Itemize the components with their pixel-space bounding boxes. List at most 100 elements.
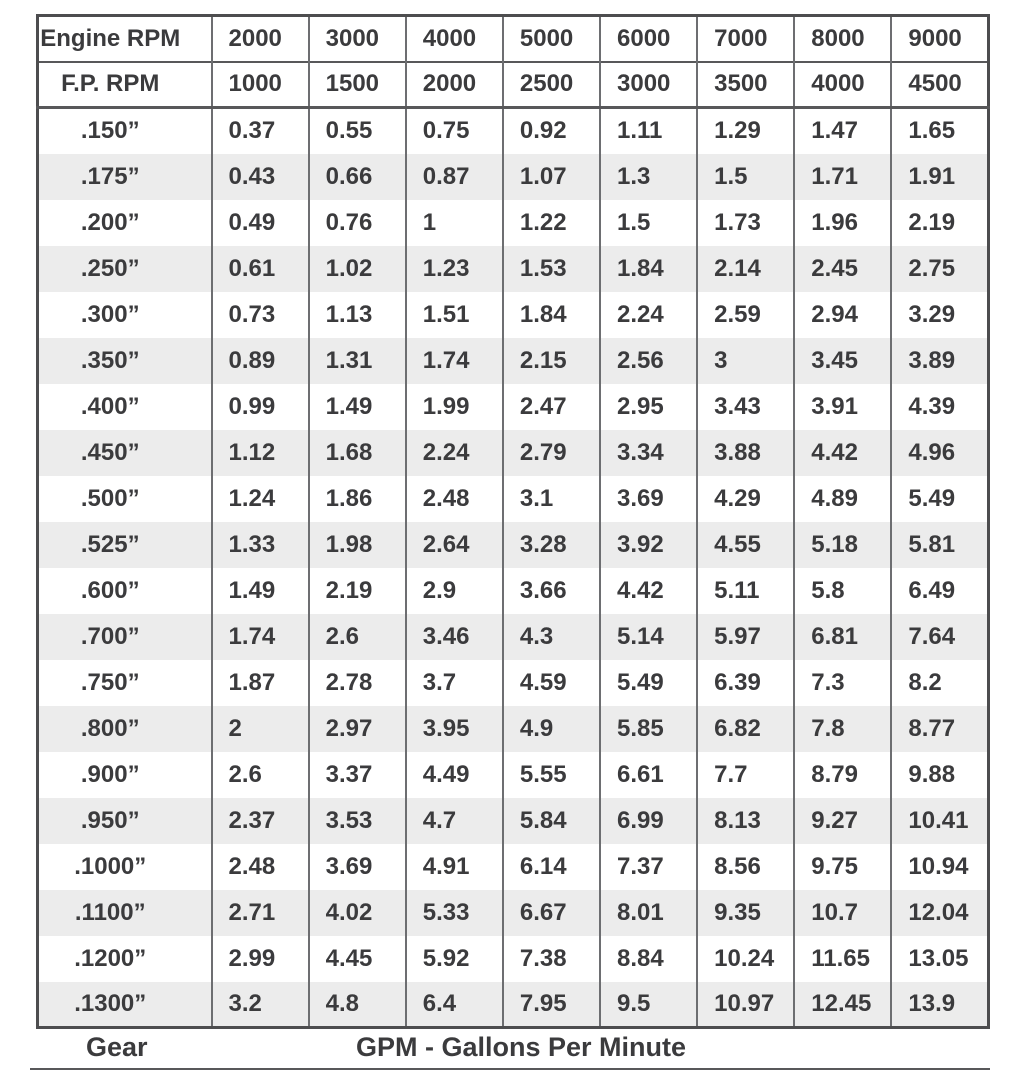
gpm-value-cell: 1.86 xyxy=(307,475,406,522)
header-value-cell: 3000 xyxy=(598,61,698,108)
table-row: .200” 0.49 0.76 1 1.22 1.5 1.73 1.96 2.19 xyxy=(37,199,989,246)
table-row: .1000” 2.48 3.69 4.91 6.14 7.37 8.56 9.75 10.94 xyxy=(37,843,989,890)
header-value-cell: 2000 xyxy=(404,61,503,108)
gpm-value-cell: 1.5 xyxy=(598,199,698,246)
gpm-value-cell: 9.88 xyxy=(890,751,989,798)
gpm-value-cell: 4.3 xyxy=(501,613,600,660)
gpm-value-cell: 1.11 xyxy=(598,107,698,154)
gpm-value-cell: 1.98 xyxy=(307,521,406,568)
gpm-value-cell: 5.14 xyxy=(598,613,698,660)
gpm-value-cell: 2.24 xyxy=(404,429,503,476)
gpm-value-cell: 6.4 xyxy=(404,981,503,1028)
gpm-value-cell: 0.37 xyxy=(210,107,309,154)
gpm-value-cell: 3.89 xyxy=(890,337,989,384)
header-value-cell: 4500 xyxy=(890,61,989,108)
gpm-value-cell: 1.87 xyxy=(210,659,309,706)
gpm-value-cell: 4.45 xyxy=(307,935,406,982)
header-value-cell: 4000 xyxy=(404,15,503,62)
header-value-cell: 8000 xyxy=(793,15,892,62)
gpm-table: Engine RPM 2000 3000 4000 5000 6000 7000 8000 9… xyxy=(36,14,990,1029)
gpm-value-cell: 1.74 xyxy=(404,337,503,384)
gear-size-cell: .1300” xyxy=(74,989,147,1017)
gpm-value-cell: 1.24 xyxy=(210,475,309,522)
gpm-value-cell: 8.01 xyxy=(598,889,698,936)
gpm-value-cell: 6.14 xyxy=(501,843,600,890)
gpm-value-cell: 1.91 xyxy=(890,153,989,200)
gpm-value-cell: 2.48 xyxy=(404,475,503,522)
gear-size-cell: .500” xyxy=(80,484,140,512)
gpm-value-cell: 3.43 xyxy=(696,383,795,430)
gpm-value-cell: 0.76 xyxy=(307,199,406,246)
gpm-value-cell: 2.37 xyxy=(210,797,309,844)
gpm-value-cell: 0.75 xyxy=(404,107,503,154)
table-row: .700” 1.74 2.6 3.46 4.3 5.14 5.97 6.81 7.64 xyxy=(37,613,989,660)
gpm-value-cell: 12.45 xyxy=(793,981,892,1028)
gear-size-cell: .600” xyxy=(80,576,140,604)
gpm-value-cell: 2.9 xyxy=(404,567,503,614)
gpm-value-cell: 0.49 xyxy=(210,199,309,246)
gpm-value-cell: 7.8 xyxy=(793,705,892,752)
table-row: .900” 2.6 3.37 4.49 5.55 6.61 7.7 8.79 9.88 xyxy=(37,751,989,798)
header-value-cell: 5000 xyxy=(501,15,600,62)
gpm-value-cell: 7.3 xyxy=(793,659,892,706)
gpm-value-cell: 3.95 xyxy=(404,705,503,752)
gpm-value-cell: 10.24 xyxy=(696,935,795,982)
gpm-value-cell: 9.27 xyxy=(793,797,892,844)
header-row-engine-rpm: Engine RPM 2000 3000 4000 5000 6000 7000 8000 9… xyxy=(37,15,989,62)
gpm-value-cell: 3.69 xyxy=(307,843,406,890)
gpm-value-cell: 2.15 xyxy=(501,337,600,384)
gpm-value-cell: 0.89 xyxy=(210,337,309,384)
gpm-value-cell: 7.95 xyxy=(501,981,600,1028)
table-row: .500” 1.24 1.86 2.48 3.1 3.69 4.29 4.89 5.49 xyxy=(37,475,989,522)
table-row: .400” 0.99 1.49 1.99 2.47 2.95 3.43 3.91 4.39 xyxy=(37,383,989,430)
header-value-cell: 6000 xyxy=(598,15,698,62)
gpm-unit-label: GPM - Gallons Per Minute xyxy=(356,1032,687,1062)
gpm-value-cell: 4.59 xyxy=(501,659,600,706)
gear-size-cell: .400” xyxy=(80,392,140,420)
gpm-value-cell: 1.23 xyxy=(404,245,503,292)
gpm-value-cell: 6.39 xyxy=(696,659,795,706)
header-value-cell: 2000 xyxy=(210,15,309,62)
gpm-value-cell: 5.18 xyxy=(793,521,892,568)
gpm-value-cell: 4.02 xyxy=(307,889,406,936)
gear-size-cell: .250” xyxy=(80,254,140,282)
gpm-value-cell: 10.41 xyxy=(890,797,989,844)
gpm-value-cell: 7.64 xyxy=(890,613,989,660)
gpm-value-cell: 3.29 xyxy=(890,291,989,338)
header-value-cell: 4000 xyxy=(793,61,892,108)
gpm-value-cell: 5.84 xyxy=(501,797,600,844)
gpm-value-cell: 4.96 xyxy=(890,429,989,476)
gear-size-cell: .950” xyxy=(80,806,140,834)
gpm-value-cell: 3.2 xyxy=(210,981,309,1028)
header-value-cell: 1500 xyxy=(307,61,406,108)
header-value-cell: 2500 xyxy=(501,61,600,108)
gpm-value-cell: 1.29 xyxy=(696,107,795,154)
header-value-cell: 9000 xyxy=(890,15,989,62)
gpm-value-cell: 5.97 xyxy=(696,613,795,660)
gear-size-cell: .200” xyxy=(80,208,140,236)
gpm-value-cell: 5.49 xyxy=(598,659,698,706)
gpm-value-cell: 6.67 xyxy=(501,889,600,936)
gpm-value-cell: 9.5 xyxy=(598,981,698,1028)
gpm-value-cell: 8.84 xyxy=(598,935,698,982)
gear-size-cell: .750” xyxy=(80,668,140,696)
gpm-value-cell: 10.97 xyxy=(696,981,795,1028)
table-row: .1100” 2.71 4.02 5.33 6.67 8.01 9.35 10.7 12.04 xyxy=(37,889,989,936)
gpm-value-cell: 8.56 xyxy=(696,843,795,890)
gear-size-cell: .800” xyxy=(80,714,140,742)
fp-rpm-header-label: F.P. RPM xyxy=(61,70,160,98)
gpm-value-cell: 2.24 xyxy=(598,291,698,338)
gpm-value-cell: 0.99 xyxy=(210,383,309,430)
gpm-value-cell: 10.7 xyxy=(793,889,892,936)
gpm-value-cell: 12.04 xyxy=(890,889,989,936)
gpm-value-cell: 1.07 xyxy=(501,153,600,200)
gpm-value-cell: 1.33 xyxy=(210,521,309,568)
gpm-value-cell: 8.79 xyxy=(793,751,892,798)
gpm-value-cell: 1.73 xyxy=(696,199,795,246)
table-row: .1200” 2.99 4.45 5.92 7.38 8.84 10.24 11.65 13.0… xyxy=(37,935,989,982)
table-footer: Gear GPM - Gallons Per Minute xyxy=(36,1028,990,1068)
gpm-value-cell: 9.75 xyxy=(793,843,892,890)
gear-size-cell: .525” xyxy=(80,530,140,558)
table-row: .525” 1.33 1.98 2.64 3.28 3.92 4.55 5.18 5.81 xyxy=(37,521,989,568)
gpm-value-cell: 2.19 xyxy=(890,199,989,246)
